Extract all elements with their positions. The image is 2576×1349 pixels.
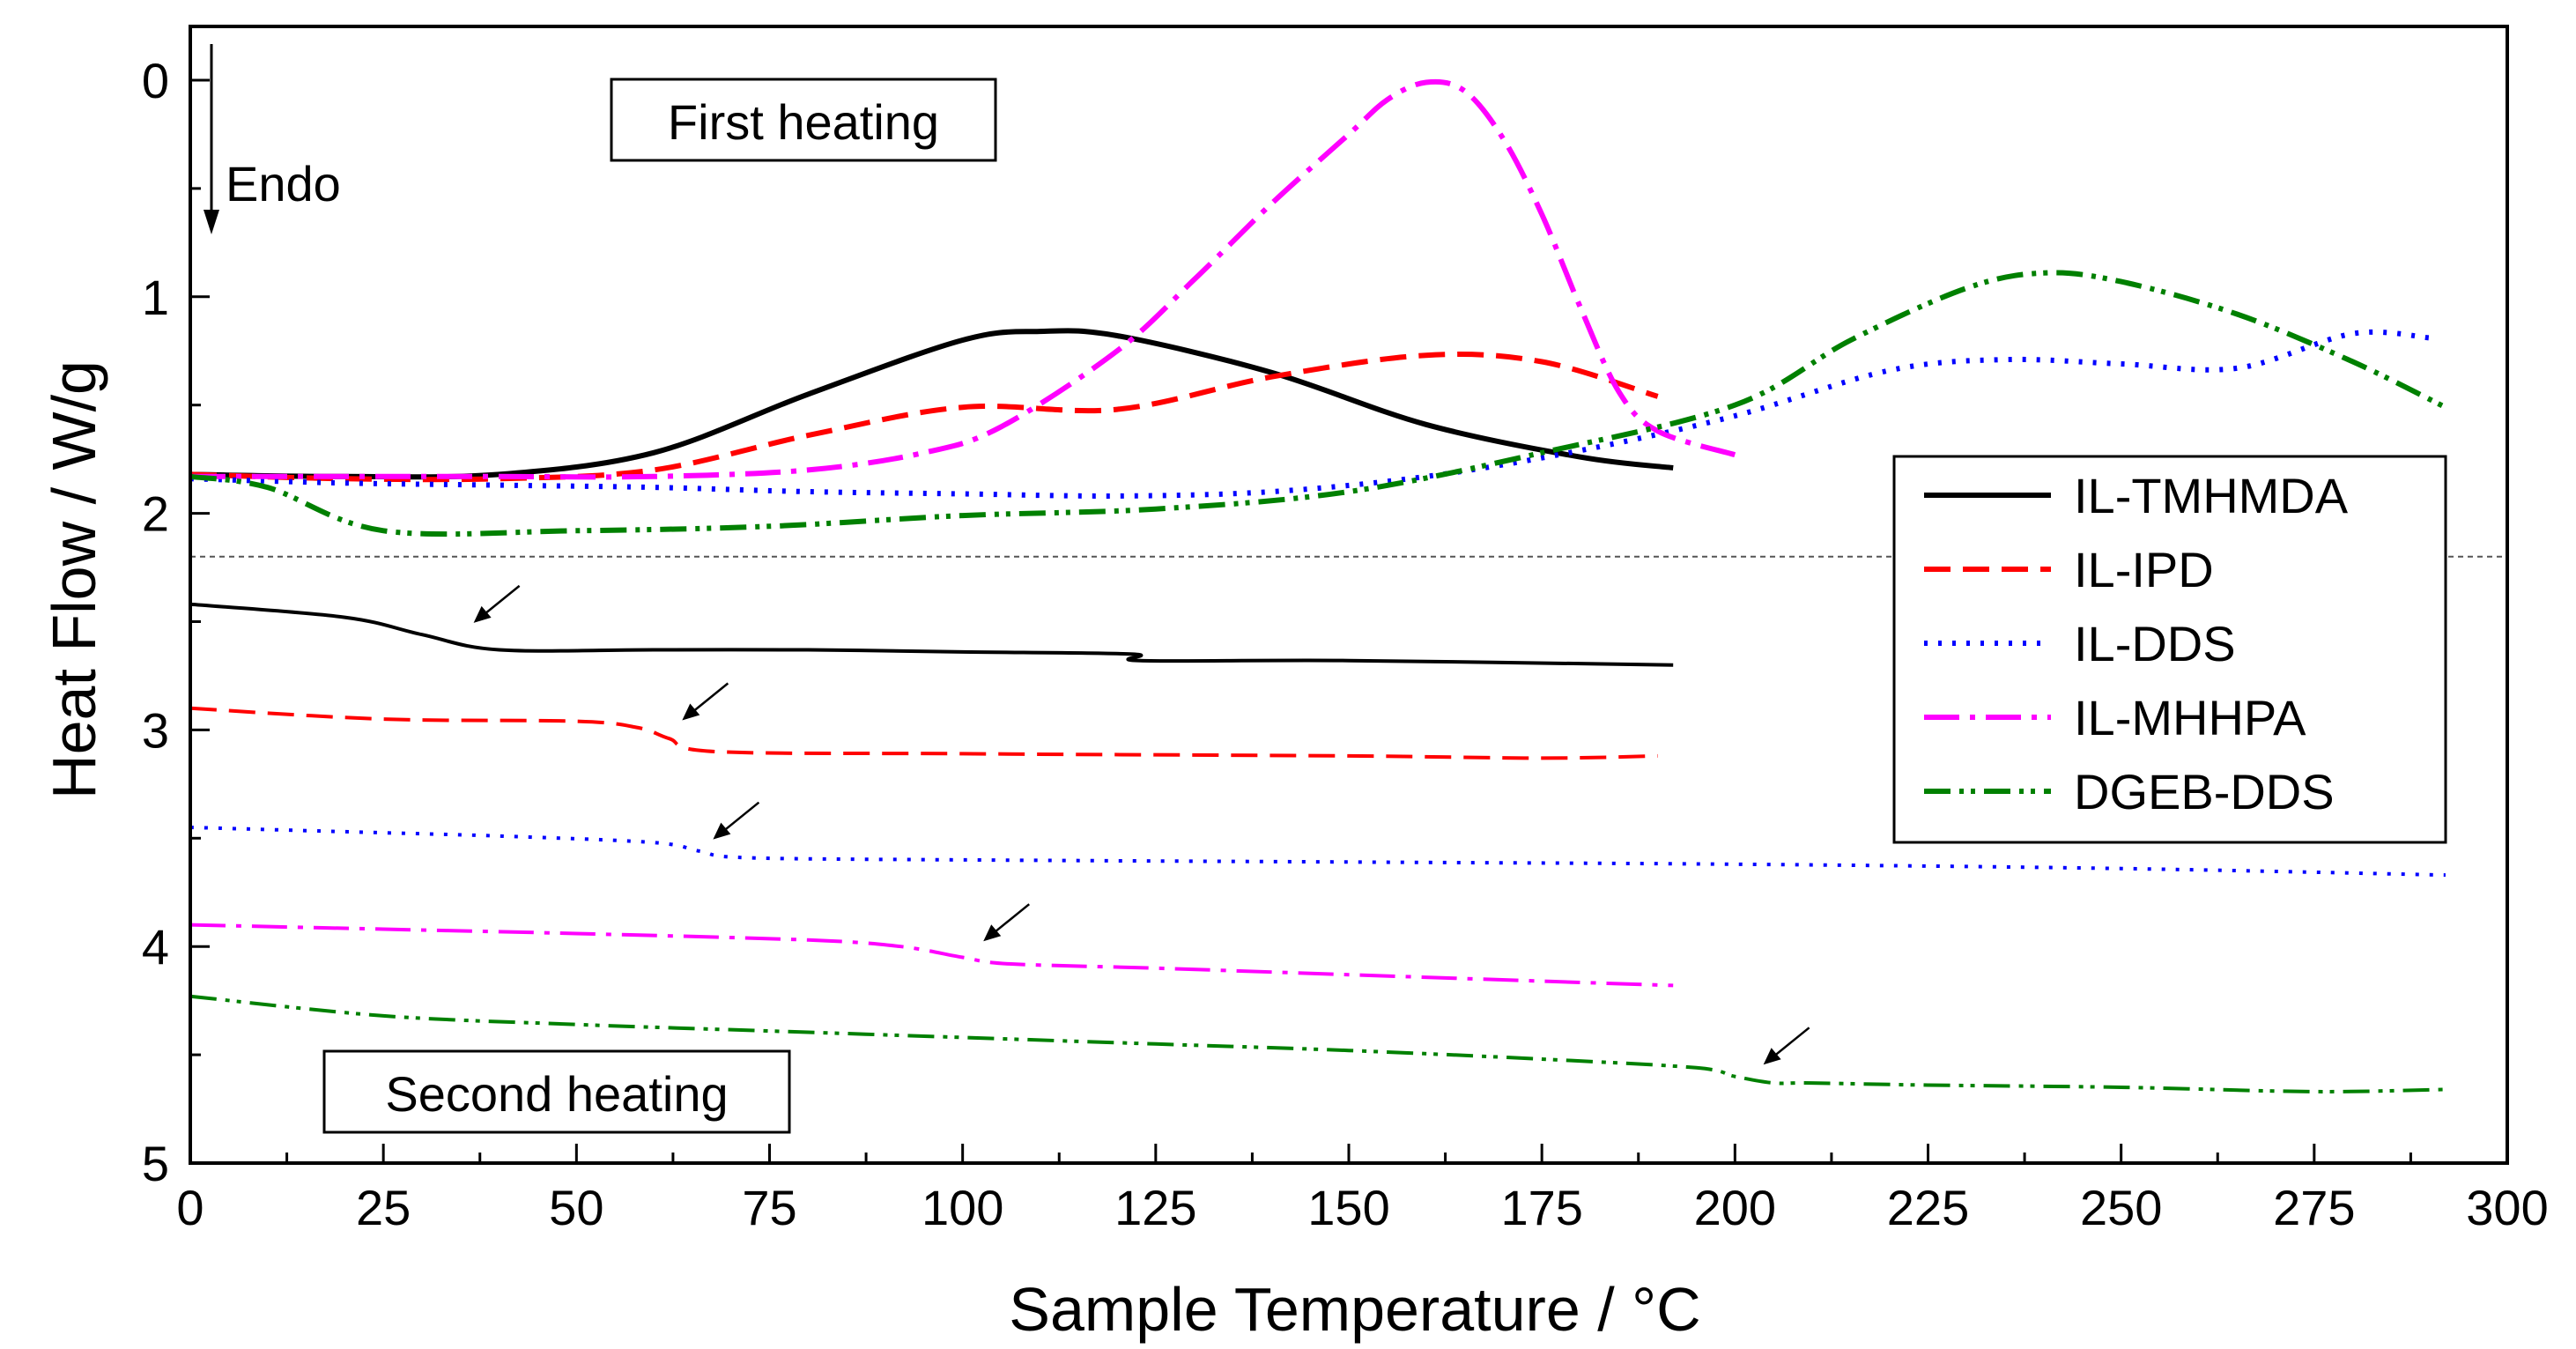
x-tick-label-300: 300 xyxy=(2466,1180,2548,1235)
series-il-ipd-first-heating xyxy=(189,352,1659,483)
tg-arrow-il-ipd xyxy=(682,682,729,721)
x-tick-label-75: 75 xyxy=(742,1180,796,1235)
x-axis-title: Sample Temperature / °C xyxy=(1009,1275,1700,1344)
x-tick-label-175: 175 xyxy=(1500,1180,1582,1235)
legend-items: IL-TMHMDA IL-IPD IL-DDS IL-MHHPA DGEB-DDS xyxy=(1924,468,2349,819)
y-tick-label-4: 4 xyxy=(142,919,169,975)
y-tick-label-3: 3 xyxy=(142,702,169,758)
y-tick-label-5: 5 xyxy=(142,1136,169,1191)
series-il-mhhpa-second-heating xyxy=(189,923,1674,988)
series-il-ipd-second-heating xyxy=(189,706,1658,760)
tg-arrow-il-dds xyxy=(713,801,760,840)
series-il-tmhmda-first-heating xyxy=(189,328,1674,480)
legend-label-il-mhhpa: IL-MHHPA xyxy=(2074,690,2306,745)
tg-arrow-il-tmhmda xyxy=(473,584,521,623)
x-tick-label-50: 50 xyxy=(549,1180,603,1235)
second-heating-label: Second heating xyxy=(385,1066,728,1122)
series-dgeb-dds-first-heating xyxy=(189,270,2447,537)
legend-label-il-tmhmda: IL-TMHMDA xyxy=(2074,468,2349,523)
endo-label: Endo xyxy=(226,156,341,211)
legend-label-dgeb-dds: DGEB-DDS xyxy=(2074,764,2335,819)
series-il-dds-first-heating xyxy=(189,329,2431,499)
tick-layer: 0 25 50 75 100 125 150 175 200 225 250 275 300 0 1 2 3 4 5 xyxy=(142,53,2549,1235)
x-tick-label-150: 150 xyxy=(1307,1180,1389,1235)
series-il-tmhmda-second-heating xyxy=(189,602,1674,667)
legend-label-il-ipd: IL-IPD xyxy=(2074,542,2214,597)
first-heating-label: First heating xyxy=(668,94,939,150)
series-layer xyxy=(189,78,2447,1093)
x-tick-label-250: 250 xyxy=(2080,1180,2162,1235)
x-tick-label-225: 225 xyxy=(1887,1180,1969,1235)
y-tick-label-0: 0 xyxy=(142,53,169,108)
tg-arrow-il-mhhpa xyxy=(983,903,1030,942)
x-tick-label-100: 100 xyxy=(922,1180,1003,1235)
second-heating-box xyxy=(322,1049,791,1134)
x-tick-label-275: 275 xyxy=(2273,1180,2355,1235)
endo-arrow xyxy=(204,44,219,234)
x-tick-label-0: 0 xyxy=(176,1180,204,1235)
x-tick-label-200: 200 xyxy=(1694,1180,1776,1235)
series-dgeb-dds-second-heating xyxy=(189,994,2446,1093)
y-axis-title: Heat Flow / W/g xyxy=(40,360,108,799)
x-tick-label-25: 25 xyxy=(356,1180,411,1235)
x-tick-label-125: 125 xyxy=(1114,1180,1196,1235)
y-tick-label-1: 1 xyxy=(142,270,169,325)
legend-box xyxy=(1892,455,2447,844)
series-il-dds-second-heating xyxy=(189,826,2446,878)
legend: IL-TMHMDA IL-IPD IL-DDS IL-MHHPA DGEB-DDS xyxy=(1892,455,2447,844)
series-il-mhhpa-first-heating xyxy=(190,78,1736,480)
y-tick-label-2: 2 xyxy=(142,486,169,542)
arrow-layer xyxy=(473,584,1810,1065)
legend-label-il-dds: IL-DDS xyxy=(2074,616,2236,671)
tg-arrow-dgeb-dds xyxy=(1763,1027,1810,1065)
first-heating-box xyxy=(610,78,997,162)
